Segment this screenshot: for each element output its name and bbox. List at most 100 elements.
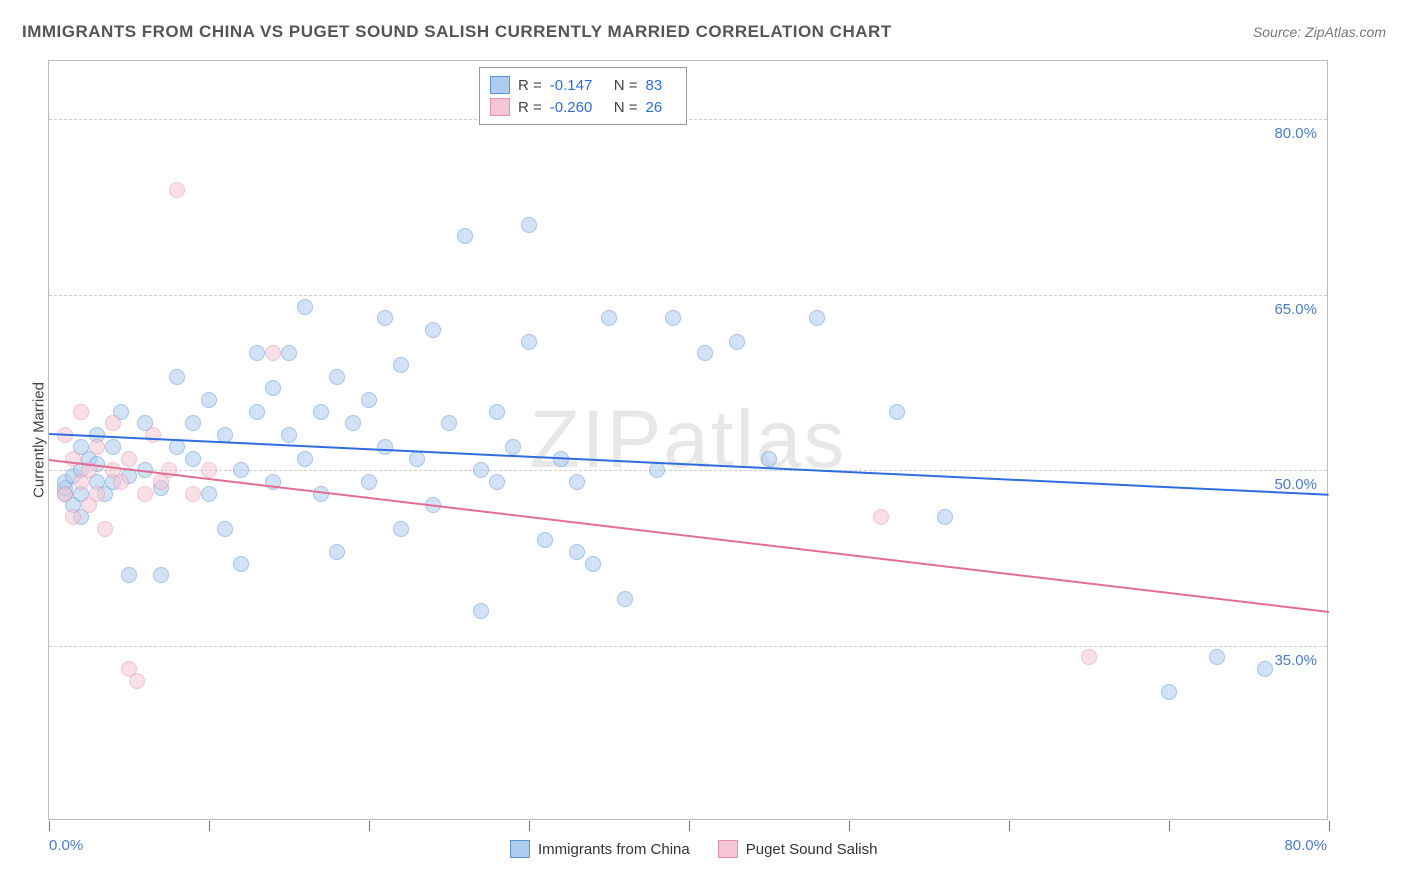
scatter-point (265, 345, 281, 361)
scatter-point (57, 486, 73, 502)
scatter-point (393, 357, 409, 373)
series-swatch (490, 76, 510, 94)
gridline (49, 119, 1327, 120)
legend-swatch (718, 840, 738, 858)
scatter-point (937, 509, 953, 525)
scatter-point (65, 509, 81, 525)
chart-title: IMMIGRANTS FROM CHINA VS PUGET SOUND SAL… (22, 22, 892, 42)
scatter-point (809, 310, 825, 326)
x-tick (529, 821, 530, 831)
r-value: -0.147 (550, 77, 606, 94)
scatter-point (129, 673, 145, 689)
x-tick (369, 821, 370, 831)
r-label: R = (518, 77, 542, 94)
scatter-point (1081, 649, 1097, 665)
stats-legend: R =-0.147N =83R =-0.260N =26 (479, 67, 687, 125)
x-tick (49, 821, 50, 831)
r-label: R = (518, 99, 542, 116)
scatter-point (649, 462, 665, 478)
legend-label: Puget Sound Salish (746, 841, 878, 858)
scatter-point (97, 521, 113, 537)
scatter-point (185, 451, 201, 467)
scatter-point (185, 486, 201, 502)
x-tick (1169, 821, 1170, 831)
scatter-point (233, 556, 249, 572)
scatter-point (1257, 661, 1273, 677)
scatter-point (521, 334, 537, 350)
source-label: Source: ZipAtlas.com (1253, 24, 1386, 40)
gridline (49, 646, 1327, 647)
scatter-point (489, 474, 505, 490)
watermark-text: ZIPatlas (530, 393, 847, 487)
scatter-point (361, 474, 377, 490)
scatter-point (89, 439, 105, 455)
scatter-point (281, 345, 297, 361)
scatter-point (489, 404, 505, 420)
n-value: 26 (646, 99, 676, 116)
x-tick (209, 821, 210, 831)
scatter-point (377, 439, 393, 455)
scatter-point (297, 299, 313, 315)
r-value: -0.260 (550, 99, 606, 116)
scatter-point (1161, 684, 1177, 700)
scatter-point (297, 451, 313, 467)
scatter-point (521, 217, 537, 233)
scatter-point (569, 474, 585, 490)
scatter-point (889, 404, 905, 420)
scatter-point (585, 556, 601, 572)
x-tick (1009, 821, 1010, 831)
scatter-point (145, 427, 161, 443)
legend-item: Puget Sound Salish (718, 840, 878, 858)
stats-row: R = -0.147 N = 83 (490, 74, 676, 96)
scatter-point (185, 415, 201, 431)
x-tick (1329, 821, 1330, 831)
scatter-point (169, 182, 185, 198)
scatter-point (473, 603, 489, 619)
scatter-point (105, 415, 121, 431)
scatter-point (249, 404, 265, 420)
scatter-point (153, 567, 169, 583)
scatter-point (345, 415, 361, 431)
scatter-point (201, 392, 217, 408)
scatter-point (105, 439, 121, 455)
scatter-point (617, 591, 633, 607)
x-tick (849, 821, 850, 831)
scatter-point (329, 369, 345, 385)
legend-bottom: Immigrants from China Puget Sound Salish (510, 840, 877, 858)
scatter-point (313, 404, 329, 420)
y-tick-label: 65.0% (1274, 301, 1317, 318)
scatter-point (729, 334, 745, 350)
scatter-point (537, 532, 553, 548)
legend-swatch (510, 840, 530, 858)
chart-plot-area: ZIPatlas Currently Married 35.0%50.0%65.… (48, 60, 1328, 820)
scatter-point (393, 521, 409, 537)
scatter-point (89, 486, 105, 502)
scatter-point (329, 544, 345, 560)
y-axis-label: Currently Married (31, 382, 48, 498)
scatter-point (473, 462, 489, 478)
scatter-point (697, 345, 713, 361)
gridline (49, 295, 1327, 296)
scatter-point (665, 310, 681, 326)
scatter-point (121, 567, 137, 583)
scatter-point (73, 404, 89, 420)
scatter-point (137, 486, 153, 502)
scatter-point (113, 474, 129, 490)
scatter-point (873, 509, 889, 525)
scatter-point (569, 544, 585, 560)
n-value: 83 (646, 77, 676, 94)
scatter-point (457, 228, 473, 244)
scatter-point (377, 310, 393, 326)
scatter-point (249, 345, 265, 361)
scatter-point (265, 380, 281, 396)
scatter-point (1209, 649, 1225, 665)
scatter-point (281, 427, 297, 443)
n-label: N = (614, 77, 638, 94)
scatter-point (601, 310, 617, 326)
scatter-point (121, 451, 137, 467)
legend-item: Immigrants from China (510, 840, 690, 858)
scatter-point (201, 462, 217, 478)
x-tick (689, 821, 690, 831)
stats-row: R =-0.260N =26 (490, 96, 676, 118)
x-tick-label-start: 0.0% (49, 837, 83, 854)
